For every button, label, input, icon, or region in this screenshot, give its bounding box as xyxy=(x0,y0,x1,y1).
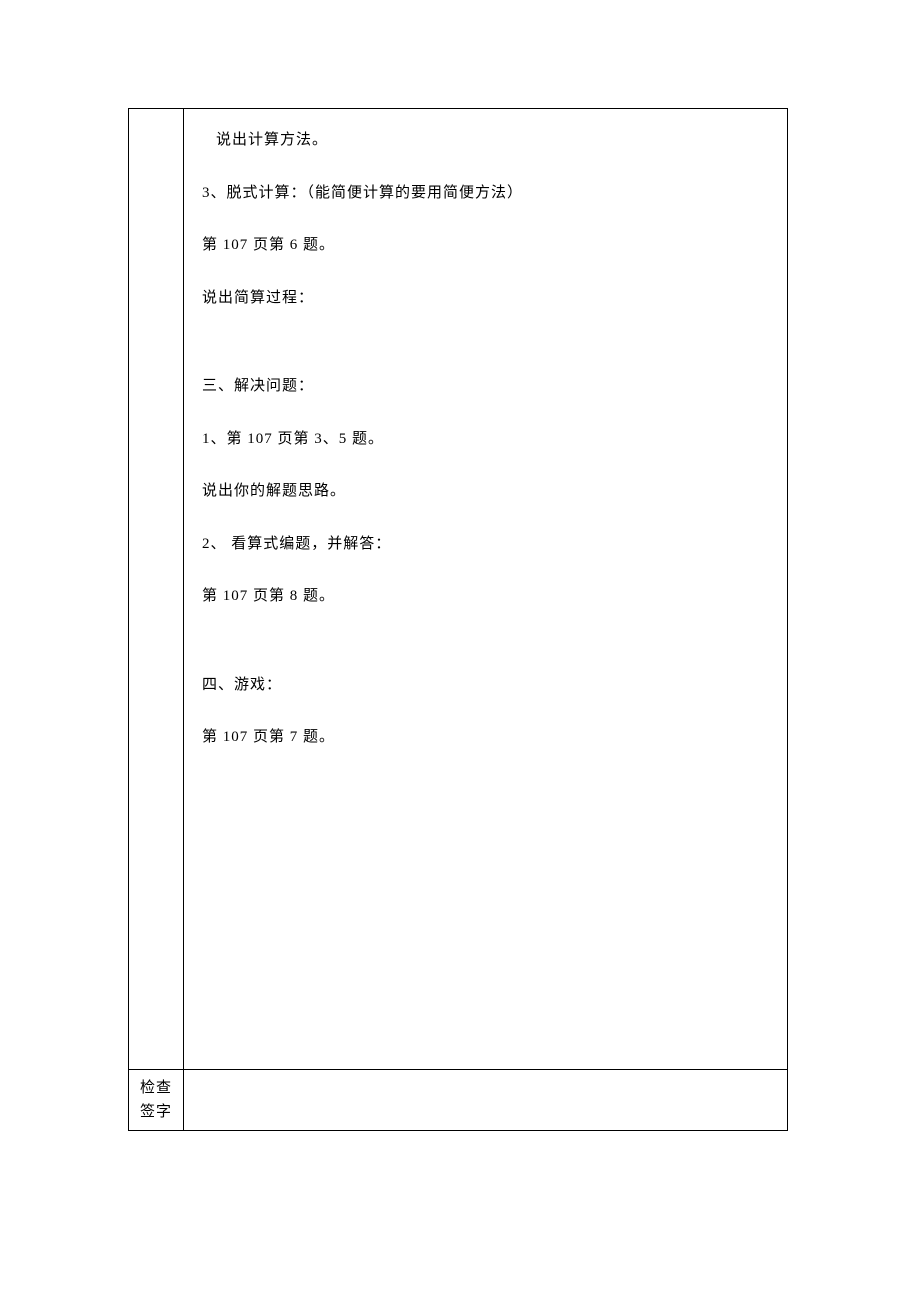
content-line-10: 四、游戏： xyxy=(202,668,771,703)
content-cell: 说出计算方法。 3、脱式计算：（能简便计算的要用简便方法） 第 107 页第 6… xyxy=(184,109,787,1069)
content-line-6: 1、第 107 页第 3、5 题。 xyxy=(202,422,771,457)
content-line-7: 说出你的解题思路。 xyxy=(202,474,771,509)
content-line-5: 三、解决问题： xyxy=(202,369,771,404)
footer-label-line-1: 检查 xyxy=(129,1076,183,1100)
content-spacer-1 xyxy=(202,333,771,369)
lesson-plan-table: 说出计算方法。 3、脱式计算：（能简便计算的要用简便方法） 第 107 页第 6… xyxy=(128,108,788,1131)
content-line-3: 第 107 页第 6 题。 xyxy=(202,228,771,263)
content-spacer-2 xyxy=(202,632,771,668)
content-line-2: 3、脱式计算：（能简便计算的要用简便方法） xyxy=(202,176,771,211)
footer-label-cell: 检查 签字 xyxy=(129,1070,184,1130)
main-content-row: 说出计算方法。 3、脱式计算：（能简便计算的要用简便方法） 第 107 页第 6… xyxy=(129,109,787,1069)
content-line-4: 说出简算过程： xyxy=(202,281,771,316)
content-line-11: 第 107 页第 7 题。 xyxy=(202,720,771,755)
left-label-cell xyxy=(129,109,184,1069)
footer-signature-cell xyxy=(184,1070,787,1130)
footer-row: 检查 签字 xyxy=(129,1069,787,1130)
content-line-1: 说出计算方法。 xyxy=(202,123,771,158)
footer-label-line-2: 签字 xyxy=(129,1100,183,1124)
content-line-8: 2、 看算式编题，并解答： xyxy=(202,527,771,562)
content-line-9: 第 107 页第 8 题。 xyxy=(202,579,771,614)
